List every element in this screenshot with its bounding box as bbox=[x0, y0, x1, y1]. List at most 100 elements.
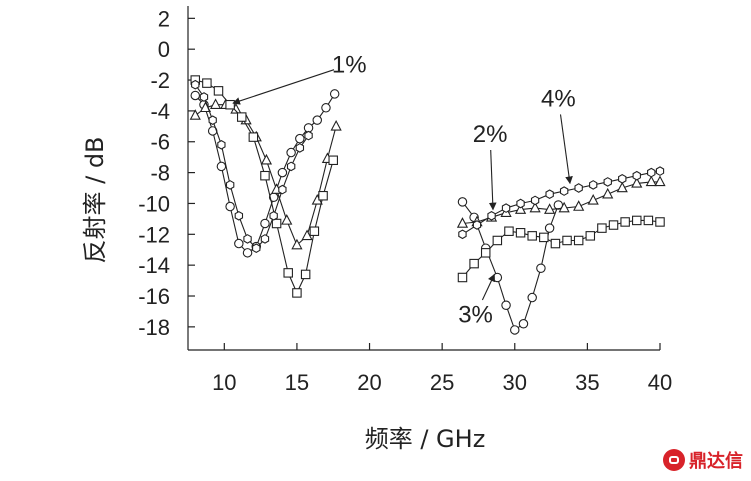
data-point bbox=[550, 238, 561, 249]
annotations: 1% 2% 3% 4% bbox=[232, 52, 576, 329]
data-point bbox=[602, 187, 614, 199]
data-point bbox=[236, 112, 247, 122]
data-point bbox=[597, 223, 607, 233]
data-point bbox=[616, 181, 628, 193]
data-point bbox=[260, 218, 270, 229]
series-3 bbox=[190, 75, 665, 298]
data-point bbox=[559, 186, 569, 196]
data-point bbox=[271, 218, 282, 229]
annotation-arrow bbox=[488, 149, 497, 211]
data-point bbox=[242, 248, 253, 258]
data-point bbox=[304, 130, 313, 141]
data-point bbox=[260, 234, 270, 244]
x-tick-label: 40 bbox=[648, 370, 672, 395]
data-point bbox=[655, 166, 665, 176]
data-point bbox=[518, 319, 529, 329]
data-point bbox=[191, 79, 200, 90]
data-point bbox=[501, 203, 511, 213]
annotation-label: 1% bbox=[332, 52, 367, 79]
data-point bbox=[492, 235, 503, 246]
data-point bbox=[292, 288, 302, 298]
data-point bbox=[545, 189, 554, 200]
data-point bbox=[252, 243, 261, 254]
data-point bbox=[514, 203, 527, 214]
data-point bbox=[295, 143, 305, 153]
data-point bbox=[544, 203, 556, 214]
y-tick-label: -10 bbox=[138, 191, 170, 216]
data-point bbox=[480, 248, 491, 258]
data-point bbox=[260, 170, 270, 181]
y-tick-label: 0 bbox=[158, 37, 170, 62]
annotation-label: 4% bbox=[541, 86, 576, 113]
data-point bbox=[225, 201, 235, 212]
data-point bbox=[291, 238, 303, 250]
data-point bbox=[539, 232, 549, 243]
annotation-arrow bbox=[232, 69, 335, 105]
data-point bbox=[472, 220, 482, 230]
data-point bbox=[225, 99, 235, 110]
data-point bbox=[295, 133, 305, 144]
watermark-logo: 鼎达信 bbox=[663, 447, 743, 473]
data-point bbox=[318, 190, 328, 201]
annotation-arrow bbox=[481, 273, 495, 301]
data-point bbox=[655, 217, 665, 227]
data-point bbox=[208, 115, 217, 126]
data-point bbox=[487, 210, 496, 221]
data-point bbox=[216, 161, 227, 172]
data-point bbox=[529, 201, 541, 213]
data-point bbox=[643, 215, 654, 226]
data-point bbox=[573, 200, 585, 211]
y-tick-label: -8 bbox=[150, 161, 170, 186]
data-point bbox=[248, 132, 259, 142]
data-point bbox=[278, 184, 287, 195]
data-point bbox=[574, 183, 583, 193]
data-point bbox=[243, 234, 252, 244]
data-point bbox=[277, 167, 288, 178]
x-tick-label: 15 bbox=[285, 370, 309, 395]
logo-icon bbox=[663, 449, 685, 471]
annotation-label: 3% bbox=[458, 302, 493, 329]
y-tick-label: -12 bbox=[138, 222, 170, 247]
data-point bbox=[199, 92, 209, 102]
data-point bbox=[286, 147, 296, 158]
data-point bbox=[587, 193, 599, 205]
series-layer bbox=[189, 75, 666, 335]
data-point bbox=[558, 201, 570, 213]
annotation-label: 2% bbox=[473, 121, 508, 148]
data-point bbox=[585, 231, 596, 241]
x-tick-label: 20 bbox=[357, 370, 381, 395]
data-point bbox=[301, 229, 313, 241]
data-point bbox=[631, 177, 643, 188]
data-point bbox=[269, 210, 278, 221]
data-point bbox=[544, 223, 555, 233]
data-point bbox=[300, 269, 311, 280]
data-point bbox=[283, 268, 293, 278]
x-axis-title: 频率 / GHz bbox=[365, 425, 486, 453]
x-tick-label: 10 bbox=[212, 370, 236, 395]
data-point bbox=[225, 180, 235, 190]
y-tick-label: -2 bbox=[150, 68, 170, 93]
data-point bbox=[328, 155, 338, 166]
data-point bbox=[562, 235, 572, 246]
data-point bbox=[281, 214, 293, 225]
data-point bbox=[202, 78, 212, 88]
annotation-arrow bbox=[559, 114, 573, 185]
series-line bbox=[195, 79, 334, 295]
data-point bbox=[536, 263, 546, 273]
data-point bbox=[645, 175, 657, 187]
data-point bbox=[330, 119, 342, 131]
data-point bbox=[457, 197, 468, 207]
data-point bbox=[632, 215, 642, 226]
data-point bbox=[321, 103, 331, 113]
data-point bbox=[516, 198, 525, 209]
data-point bbox=[217, 139, 226, 150]
data-point bbox=[457, 272, 468, 283]
data-point bbox=[632, 170, 641, 181]
data-point bbox=[504, 226, 514, 236]
series-1 bbox=[190, 89, 564, 335]
series-line bbox=[462, 219, 661, 278]
series-4 bbox=[191, 79, 665, 254]
y-tick-label: -14 bbox=[138, 253, 170, 278]
